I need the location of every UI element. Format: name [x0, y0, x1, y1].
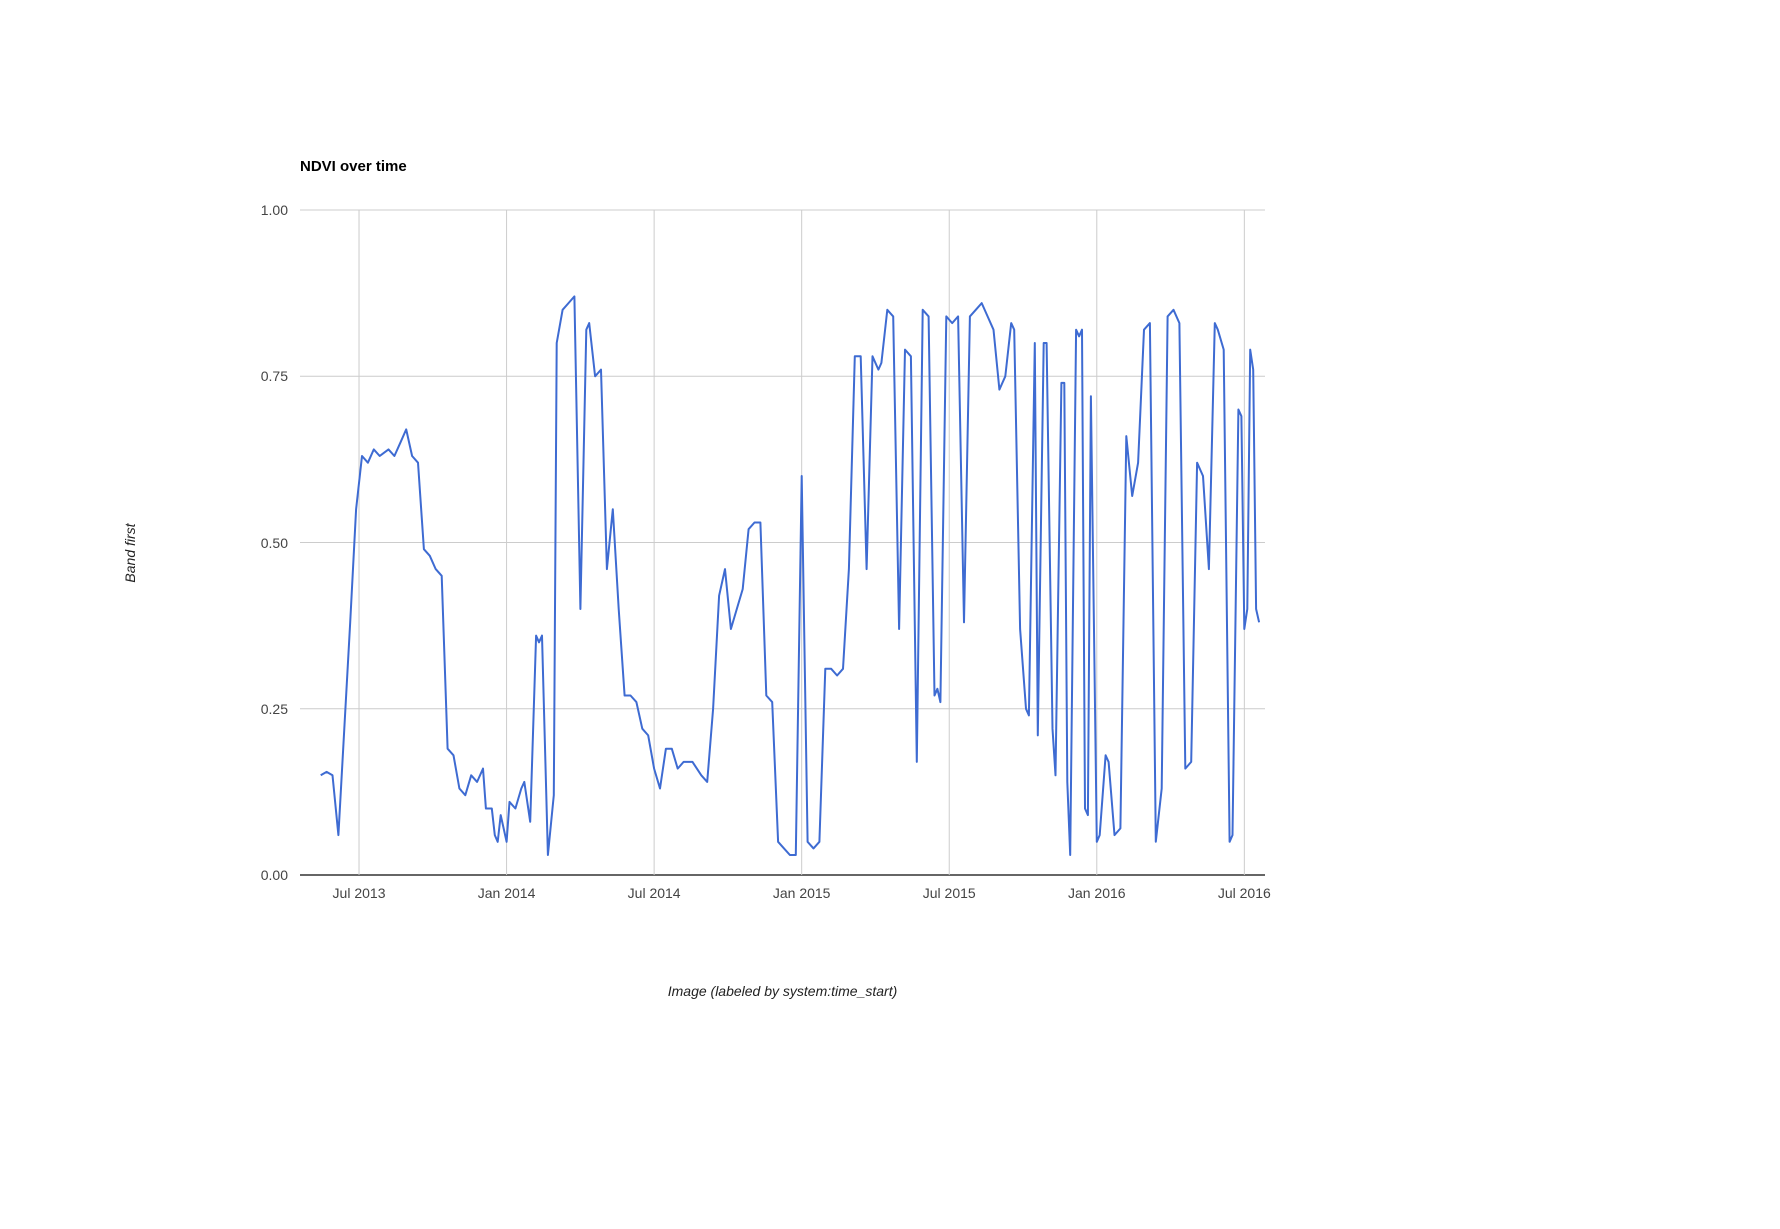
- y-tick-label: 0.25: [260, 700, 288, 717]
- y-tick-label: 0.75: [260, 368, 288, 385]
- y-tick-label: 0.50: [260, 534, 288, 551]
- x-tick-label: Jul 2016: [1217, 885, 1271, 901]
- y-axis-title: Band first: [122, 523, 138, 583]
- x-tick-label: Jul 2014: [627, 885, 681, 901]
- y-tick-label: 1.00: [260, 202, 288, 218]
- x-tick-label: Jan 2016: [1067, 885, 1126, 901]
- x-axis-title: Image (labeled by system:time_start): [667, 983, 898, 999]
- x-tick-label: Jul 2015: [922, 885, 976, 901]
- x-tick-label: Jan 2014: [477, 885, 536, 901]
- chart-title: NDVI over time: [300, 158, 407, 175]
- ndvi-line-series: [320, 295, 1261, 856]
- y-tick-label: 0.00: [260, 867, 288, 883]
- x-tick-label: Jul 2013: [332, 885, 386, 901]
- x-tick-label: Jan 2015: [772, 885, 831, 901]
